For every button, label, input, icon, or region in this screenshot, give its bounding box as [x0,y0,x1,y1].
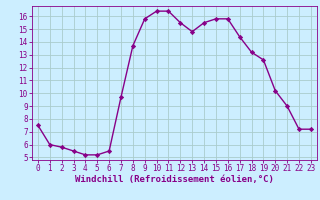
X-axis label: Windchill (Refroidissement éolien,°C): Windchill (Refroidissement éolien,°C) [75,175,274,184]
